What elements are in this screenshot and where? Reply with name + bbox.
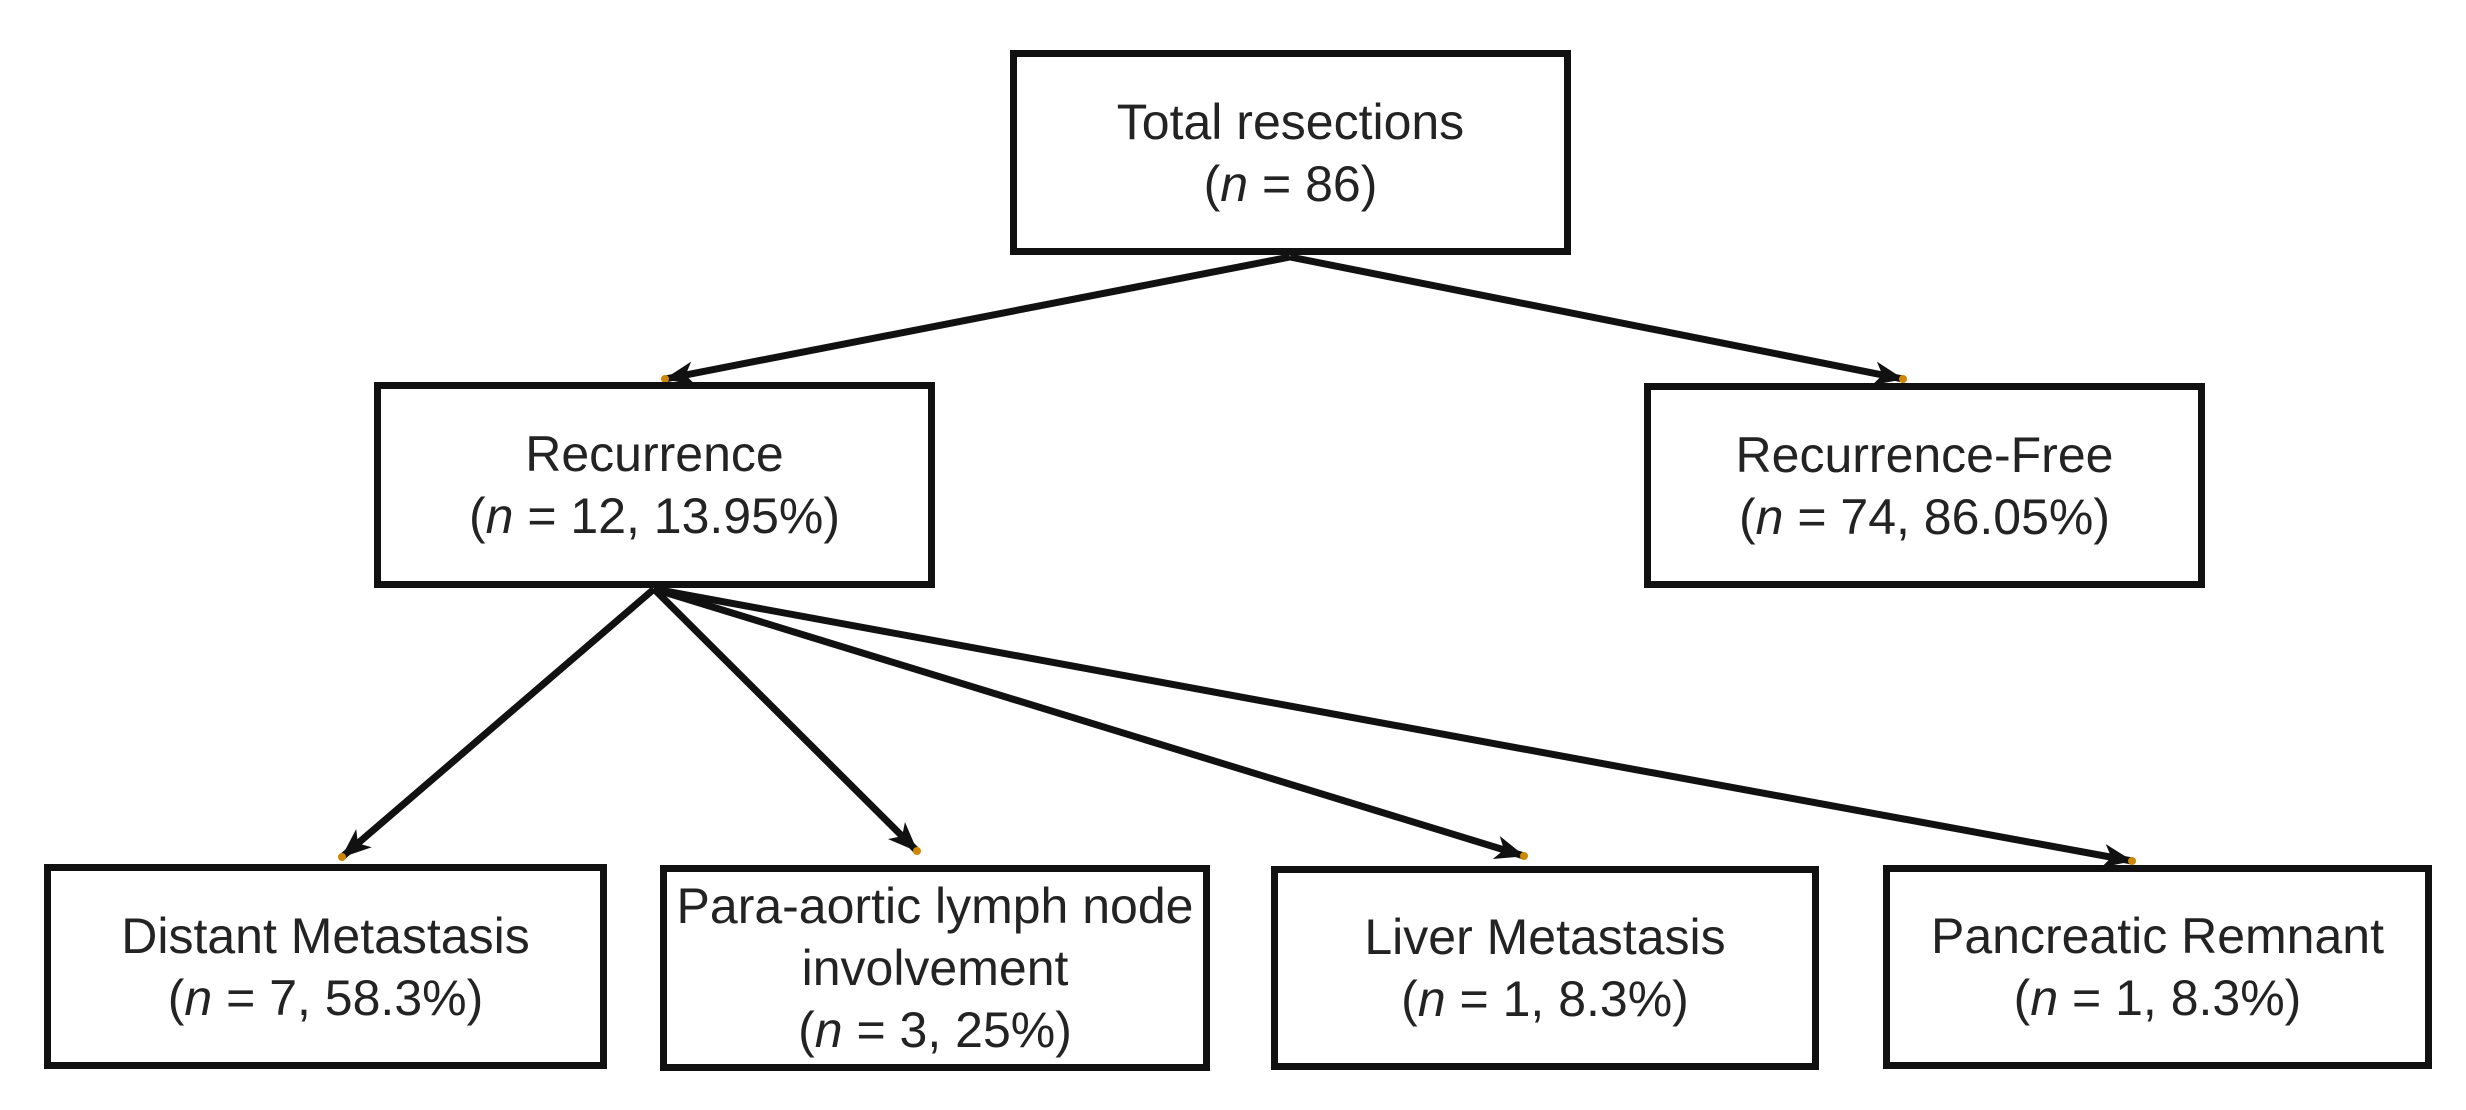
node-label: involvement: [801, 940, 1069, 996]
node-recurrence-free: Recurrence-Free (n = 74, 86.05%): [1644, 383, 2205, 588]
node-stat: (n = 1, 8.3%): [2013, 970, 2302, 1026]
anchor-dot: [1899, 375, 1907, 383]
arrow-recurrence-to-pancreatic-remnant: [653, 585, 2133, 868]
node-label: Distant Metastasis: [121, 907, 530, 964]
node-label: Recurrence: [525, 426, 784, 482]
node-stat: (n = 1, 8.3%): [1401, 971, 1689, 1027]
node-stat: (n = 12, 13.95%): [468, 488, 841, 544]
anchor-dot: [338, 853, 346, 861]
arrow-recurrence-to-distant-metastasis: [339, 586, 657, 860]
arrow-recurrence-to-para-aortic: [651, 586, 920, 854]
node-label: Total resections: [1116, 93, 1465, 150]
node-stat: (n = 7, 58.3%): [167, 969, 484, 1026]
node-stat: (n = 74, 86.05%): [1738, 488, 2111, 545]
node-para-aortic-lymph-node-involvement: Para-aortic lymph node involvement (n = …: [660, 865, 1210, 1071]
node-stat: (n = 3, 25%): [798, 1002, 1072, 1058]
node-pancreatic-remnant: Pancreatic Remnant (n = 1, 8.3%): [1883, 865, 2432, 1069]
arrow-recurrence-to-liver-metastasis: [652, 585, 1526, 860]
node-distant-metastasis: Distant Metastasis (n = 7, 58.3%): [44, 864, 607, 1069]
node-label: Para-aortic lymph node: [676, 878, 1194, 934]
anchor-dot: [1520, 852, 1528, 860]
node-label: Liver Metastasis: [1364, 909, 1726, 965]
node-total-resections: Total resections (n = 86): [1010, 50, 1571, 255]
node-recurrence: Recurrence (n = 12, 13.95%): [374, 382, 935, 588]
node-stat: (n = 86): [1203, 155, 1378, 212]
node-label: Pancreatic Remnant: [1930, 908, 2384, 964]
arrow-total-to-recurrence: [664, 253, 1291, 386]
anchor-dot: [661, 375, 669, 383]
node-label: Recurrence-Free: [1735, 426, 2114, 483]
anchor-dot: [2128, 857, 2136, 865]
node-liver-metastasis: Liver Metastasis (n = 1, 8.3%): [1271, 866, 1819, 1070]
arrow-total-to-recurrence-free: [1289, 253, 1904, 386]
anchor-dot: [913, 847, 921, 855]
